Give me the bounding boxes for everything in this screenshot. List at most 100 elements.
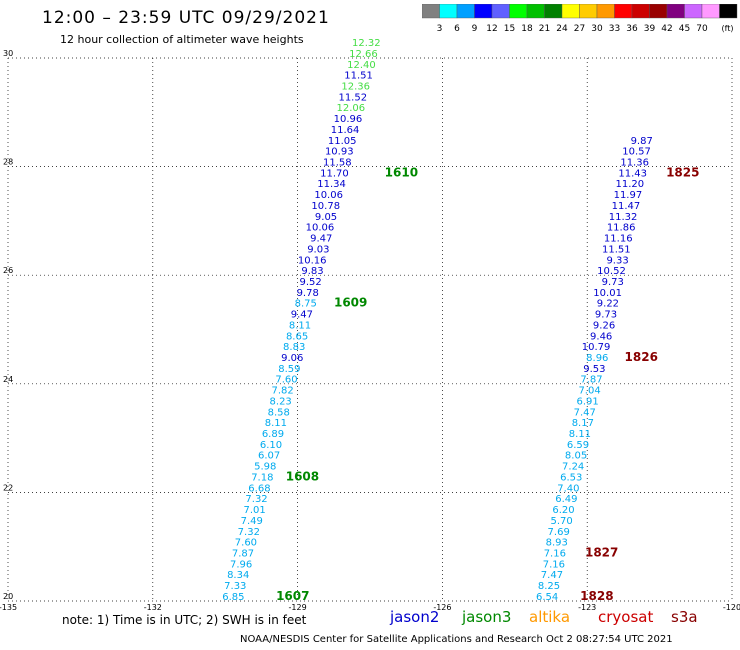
wave-height-points: 6.857.338.347.967.877.607.327.497.017.32… — [222, 38, 653, 603]
y-tick-label: 30 — [3, 49, 13, 58]
wave-height-point: 5.98 — [254, 462, 276, 473]
wave-height-point: 9.87 — [631, 136, 653, 147]
wave-height-point: 7.33 — [224, 581, 246, 592]
satellite-altika: altika — [529, 608, 571, 626]
wave-height-point: 10.78 — [311, 201, 340, 212]
wave-height-point: 7.82 — [271, 386, 293, 397]
satellite-s3a: s3a — [671, 608, 698, 626]
scale-tick-label: 18 — [521, 24, 533, 34]
wave-height-point: 10.16 — [298, 255, 327, 266]
wave-height-point: 8.25 — [538, 581, 560, 592]
wave-height-point: 10.57 — [622, 147, 651, 158]
wave-height-point: 10.52 — [597, 266, 626, 277]
wave-height-point: 12.66 — [349, 49, 378, 60]
wave-height-point: 8.11 — [265, 418, 287, 429]
wave-height-point: 11.34 — [317, 179, 346, 190]
satellite-jason3: jason3 — [462, 608, 512, 626]
wave-height-point: 11.86 — [607, 223, 636, 234]
wave-height-point: 6.59 — [567, 440, 589, 451]
wave-height-point: 9.52 — [299, 277, 321, 288]
wave-height-point: 7.47 — [541, 570, 563, 581]
wave-height-point: 11.43 — [618, 168, 647, 179]
wave-height-point: 8.65 — [286, 331, 308, 342]
wave-height-point: 9.46 — [590, 331, 612, 342]
wave-height-point: 7.04 — [578, 386, 600, 397]
y-tick-label: 26 — [3, 266, 13, 275]
wave-height-point: 10.06 — [314, 190, 343, 201]
chart-title: 12:00 – 23:59 UTC 09/29/2021 — [42, 8, 330, 28]
wave-height-point: 7.16 — [544, 548, 566, 559]
wave-height-point: 6.54 — [536, 592, 558, 603]
wave-height-point: 9.83 — [301, 266, 323, 277]
x-tick-label: -120 — [723, 603, 740, 612]
wave-height-point: 7.96 — [230, 559, 252, 570]
wave-height-point: 9.53 — [583, 364, 605, 375]
scale-tick-label: 15 — [504, 24, 515, 34]
wave-height-point: 8.17 — [572, 418, 594, 429]
scale-tick-label: 12 — [486, 24, 497, 34]
wave-height-point: 6.49 — [555, 494, 577, 505]
wave-height-point: 10.06 — [306, 223, 335, 234]
grid-lines — [7, 57, 733, 602]
chart-subtitle: 12 hour collection of altimeter wave hei… — [60, 33, 304, 46]
scale-tick-label: 45 — [679, 24, 690, 34]
scale-tick-label: 33 — [609, 24, 620, 34]
wave-height-point: 11.20 — [616, 179, 645, 190]
wave-height-point: 7.24 — [562, 462, 584, 473]
wave-height-point: 9.73 — [602, 277, 624, 288]
wave-height-point: 6.53 — [560, 472, 582, 483]
wave-height-point: 8.11 — [569, 429, 591, 440]
wave-height-point: 11.51 — [344, 71, 373, 82]
wave-height-point: 5.70 — [550, 516, 572, 527]
wave-height-point: 9.03 — [307, 244, 329, 255]
axis-labels: -135 -132 -129 -126 -123 -120 20 22 24 26 28 30 — [0, 49, 740, 612]
wave-height-point: 8.58 — [268, 407, 290, 418]
wave-height-point: 11.16 — [604, 234, 633, 245]
wave-height-point: 9.26 — [593, 320, 615, 331]
color-scale-legend: 3 6 9 12 15 18 21 24 27 30 33 36 39 42 45 70 (ft) — [422, 4, 738, 34]
wave-height-point: 8.23 — [270, 396, 292, 407]
wave-height-point: 11.51 — [602, 244, 631, 255]
wave-height-point: 11.52 — [338, 92, 367, 103]
wave-height-point: 7.60 — [235, 538, 257, 549]
y-tick-label: 28 — [3, 158, 13, 167]
time-label: 1825 — [666, 165, 699, 179]
wave-height-point: 6.85 — [222, 592, 244, 603]
x-tick-label: -123 — [578, 603, 596, 612]
wave-height-point: 8.05 — [565, 451, 587, 462]
time-label: 1828 — [580, 589, 613, 603]
x-tick-label: -132 — [144, 603, 162, 612]
wave-height-point: 10.79 — [582, 342, 611, 353]
time-label: 1607 — [276, 589, 309, 603]
scale-swatch — [719, 4, 738, 19]
wave-height-point: 7.32 — [238, 527, 260, 538]
scale-tick-label: 39 — [644, 24, 656, 34]
scale-tick-label: 36 — [626, 24, 638, 34]
wave-height-point: 6.20 — [552, 505, 574, 516]
y-tick-label: 20 — [3, 592, 13, 601]
wave-height-point: 6.07 — [258, 451, 280, 462]
wave-height-point: 8.75 — [295, 299, 317, 310]
wave-height-point: 9.22 — [597, 299, 619, 310]
wave-height-point: 10.93 — [325, 147, 354, 158]
x-tick-label: -135 — [0, 603, 17, 612]
wave-height-point: 7.47 — [574, 407, 596, 418]
wave-height-point: 11.32 — [609, 212, 638, 223]
scale-tick-label: 30 — [591, 24, 603, 34]
wave-height-point: 9.33 — [606, 255, 628, 266]
wave-height-point: 12.40 — [347, 60, 376, 71]
time-label: 1610 — [385, 165, 418, 179]
x-tick-label: -129 — [289, 603, 307, 612]
wave-height-point: 7.40 — [557, 483, 579, 494]
wave-height-point: 7.60 — [275, 375, 297, 386]
wave-height-point: 6.10 — [260, 440, 282, 451]
wave-height-point: 7.69 — [548, 527, 570, 538]
time-labels: 1607 1608 1609 1610 1828 1827 1826 1825 — [276, 165, 699, 603]
wave-height-point: 7.87 — [580, 375, 602, 386]
wave-height-point: 11.05 — [328, 136, 357, 147]
wave-height-point: 10.96 — [334, 114, 363, 125]
wave-height-point: 11.36 — [620, 158, 649, 169]
wave-height-point: 9.05 — [315, 212, 337, 223]
satellite-cryosat: cryosat — [598, 608, 654, 626]
